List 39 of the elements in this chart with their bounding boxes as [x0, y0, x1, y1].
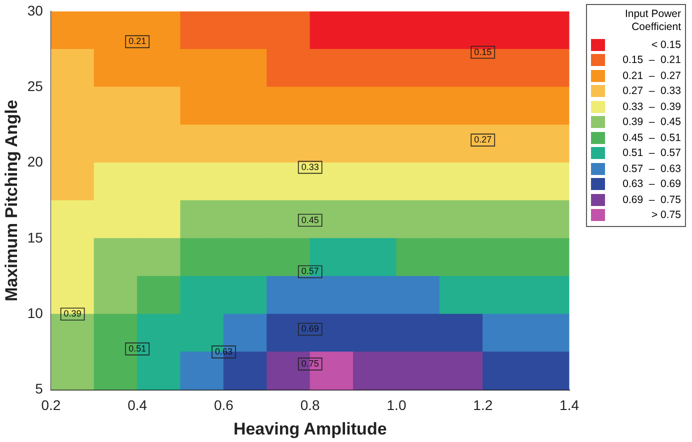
- color-bar-label: 0.15 – 0.21: [622, 54, 681, 66]
- x-tick-label: 1.2: [473, 397, 493, 414]
- annotation: 0.69: [301, 324, 319, 334]
- annotation: 0.21: [128, 36, 146, 46]
- annotation: 0.27: [474, 134, 492, 145]
- annotation: 0.57: [301, 266, 319, 276]
- annotation: 0.51: [128, 343, 146, 354]
- legend-title: Input Power Coefficient: [624, 8, 681, 34]
- color-bar-label: 0.57 – 0.63: [622, 162, 681, 175]
- x-tick-label: 1.4: [560, 397, 580, 414]
- x-tick-label: 0.2: [41, 397, 61, 414]
- x-tick-label: 1.0: [386, 397, 406, 414]
- color-bar-label: 0.27 – 0.33: [622, 85, 681, 98]
- x-tick-label: 0.6: [214, 397, 234, 414]
- x-tick-label: 0.4: [128, 397, 148, 414]
- color-bar-label: < 0.15: [650, 38, 681, 51]
- y-tick-label: 25: [27, 78, 44, 94]
- color-bar-label: > 0.75: [650, 209, 681, 222]
- y-axis-title: Maximum Pitching Angle: [2, 100, 21, 302]
- color-bar-label: 0.21 – 0.27: [622, 70, 681, 82]
- annotation: 0.15: [474, 46, 492, 57]
- color-bar-label: 0.39 – 0.45: [622, 116, 681, 128]
- color-bar-label: 0.63 – 0.69: [622, 178, 681, 190]
- color-bar-label: 0.51 – 0.57: [622, 147, 681, 160]
- y-tick-label: 30: [27, 2, 44, 18]
- color-bar-label: 0.33 – 0.39: [622, 100, 681, 113]
- annotation: 0.75: [301, 358, 319, 369]
- color-bar-label: 0.69 – 0.75: [622, 194, 681, 206]
- y-tick-label: 20: [27, 154, 44, 170]
- annotation: 0.63: [214, 346, 233, 356]
- y-tick-label: 5: [35, 380, 44, 397]
- color-bar-label: 0.45 – 0.51: [622, 132, 681, 144]
- x-tick-label: 0.8: [300, 397, 320, 414]
- annotation: 0.39: [64, 308, 82, 319]
- x-axis-title: Heaving Amplitude: [233, 419, 387, 438]
- y-tick-label: 15: [27, 229, 44, 246]
- annotation: 0.33: [301, 162, 319, 172]
- annotation: 0.45: [301, 214, 319, 225]
- y-tick-label: 10: [27, 304, 44, 321]
